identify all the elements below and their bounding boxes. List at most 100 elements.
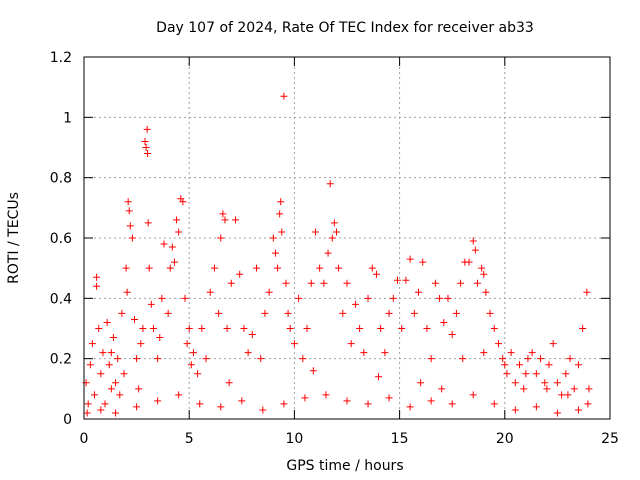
data-point [444, 294, 452, 302]
data-point [389, 294, 397, 302]
data-point [330, 219, 338, 227]
y-tick-label: 1.2 [50, 50, 72, 66]
y-axis-label: ROTI / TECUs [6, 192, 22, 284]
data-point [585, 385, 593, 393]
x-tick-label: 0 [80, 431, 89, 447]
data-point [335, 264, 343, 272]
data-point [202, 355, 210, 363]
data-point [332, 228, 340, 236]
data-point [137, 340, 145, 348]
data-point [516, 361, 524, 369]
data-point [452, 309, 460, 317]
data-point [116, 391, 124, 399]
data-point [480, 349, 488, 357]
data-point [217, 403, 225, 411]
data-point [541, 379, 549, 387]
data-point [112, 409, 120, 417]
data-point [105, 361, 113, 369]
data-point [158, 294, 166, 302]
data-point [271, 249, 279, 257]
y-tick-label: 0 [63, 412, 72, 428]
data-point [280, 92, 288, 100]
data-point [360, 349, 368, 357]
data-point [532, 403, 540, 411]
data-point [419, 258, 427, 266]
y-tick-label: 0.2 [50, 352, 72, 368]
data-point [564, 391, 572, 399]
data-point [303, 325, 311, 332]
data-point [356, 325, 364, 332]
data-point [316, 264, 324, 272]
data-point [114, 355, 122, 363]
data-point [417, 379, 425, 387]
data-point [427, 355, 435, 363]
data-point [324, 249, 332, 257]
data-point [274, 264, 282, 272]
data-point [166, 264, 174, 272]
data-point [173, 216, 181, 224]
data-point [206, 288, 214, 296]
data-point [84, 400, 92, 408]
data-point [377, 325, 385, 332]
data-point [311, 228, 319, 236]
data-point [175, 391, 183, 399]
data-point [187, 361, 195, 369]
y-tick-label: 0.4 [50, 291, 72, 307]
data-point [415, 288, 423, 296]
data-point [486, 309, 494, 317]
data-point [553, 379, 561, 387]
data-point [278, 228, 286, 236]
data-point [431, 279, 439, 287]
data-point [240, 325, 248, 332]
x-tick-label: 25 [601, 431, 619, 447]
axis-ticks: 0 0.2 0.4 0.6 0.8 1 1.2 0 5 10 15 20 25 [50, 50, 619, 447]
data-point [179, 198, 187, 206]
data-point [86, 361, 94, 369]
data-point [143, 125, 151, 133]
data-point [295, 294, 303, 302]
data-point [181, 294, 189, 302]
data-point [130, 315, 138, 323]
data-point [368, 264, 376, 272]
data-point [301, 394, 309, 402]
data-point [238, 397, 246, 405]
data-point [276, 210, 284, 218]
data-point [261, 309, 269, 317]
data-point [215, 309, 223, 317]
data-point [142, 144, 150, 151]
data-point [160, 240, 168, 248]
data-point [284, 309, 292, 317]
data-point [545, 361, 553, 369]
data-point [299, 355, 307, 363]
data-point [101, 400, 109, 408]
data-point [520, 385, 528, 393]
data-point [427, 397, 435, 405]
data-point [257, 355, 265, 363]
data-point [154, 397, 162, 405]
data-point [406, 403, 414, 411]
data-point [231, 216, 239, 224]
data-point [473, 279, 481, 287]
data-point [326, 180, 334, 188]
data-point [139, 325, 147, 332]
data-point [259, 406, 267, 414]
data-point [189, 349, 197, 357]
data-point [88, 340, 96, 348]
data-point [93, 273, 101, 281]
data-point [225, 379, 233, 387]
data-point [566, 355, 574, 363]
data-point [183, 340, 191, 348]
data-point [499, 355, 507, 363]
data-point [307, 279, 315, 287]
data-point [107, 349, 115, 357]
data-point [543, 385, 551, 393]
data-point [490, 400, 498, 408]
data-point [511, 406, 519, 414]
data-point [372, 270, 380, 278]
data-point [210, 264, 218, 272]
data-point [459, 355, 467, 363]
data-point [584, 400, 592, 408]
data-point [469, 237, 477, 245]
data-point [253, 264, 261, 272]
data-point [478, 264, 486, 272]
